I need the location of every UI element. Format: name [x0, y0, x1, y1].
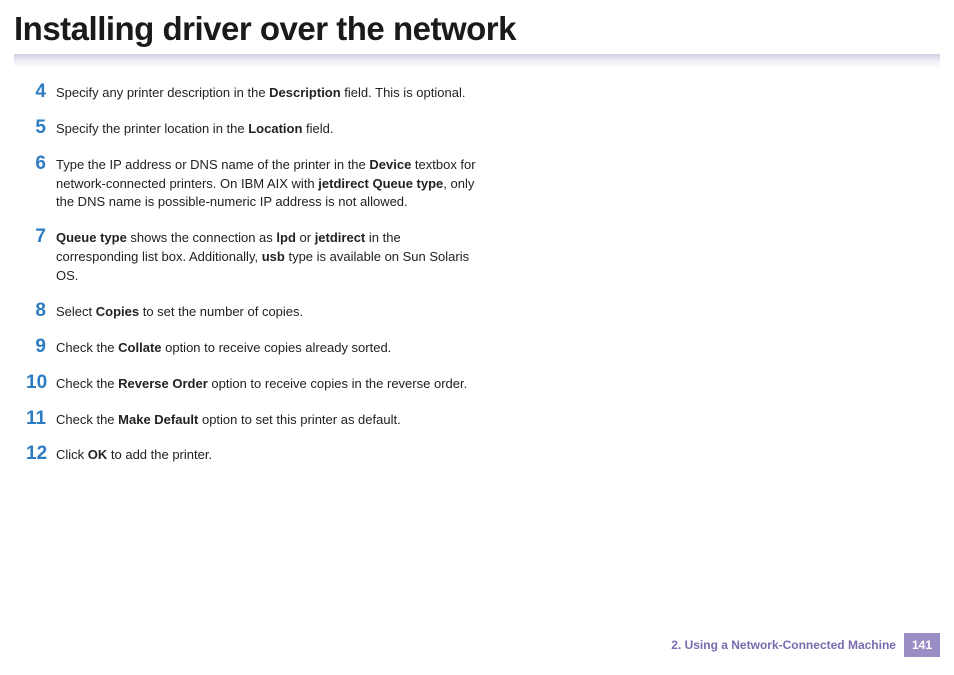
- step-text: Specify the printer location in the Loca…: [56, 118, 486, 139]
- step-text: Queue type shows the connection as lpd o…: [56, 227, 486, 286]
- step-text: Type the IP address or DNS name of the p…: [56, 154, 486, 213]
- step-number: 9: [26, 337, 56, 358]
- page-footer: 2. Using a Network-Connected Machine 141: [671, 633, 940, 657]
- title-underline: [14, 54, 940, 68]
- step-number: 8: [26, 301, 56, 322]
- step-item: 8Select Copies to set the number of copi…: [26, 301, 700, 322]
- steps-list: 4Specify any printer description in the …: [0, 82, 700, 465]
- step-text: Click OK to add the printer.: [56, 444, 486, 465]
- page-title: Installing driver over the network: [0, 0, 954, 54]
- step-text: Specify any printer description in the D…: [56, 82, 486, 103]
- step-item: 11Check the Make Default option to set t…: [26, 409, 700, 430]
- step-item: 10Check the Reverse Order option to rece…: [26, 373, 700, 394]
- step-number: 4: [26, 82, 56, 103]
- step-number: 7: [26, 227, 56, 248]
- step-item: 4Specify any printer description in the …: [26, 82, 700, 103]
- footer-section-label: 2. Using a Network-Connected Machine: [671, 638, 896, 652]
- step-item: 9Check the Collate option to receive cop…: [26, 337, 700, 358]
- step-number: 10: [26, 373, 56, 394]
- step-number: 5: [26, 118, 56, 139]
- step-text: Select Copies to set the number of copie…: [56, 301, 486, 322]
- step-text: Check the Collate option to receive copi…: [56, 337, 486, 358]
- step-text: Check the Reverse Order option to receiv…: [56, 373, 486, 394]
- step-item: 5Specify the printer location in the Loc…: [26, 118, 700, 139]
- page-number: 141: [904, 633, 940, 657]
- step-number: 6: [26, 154, 56, 175]
- step-number: 11: [26, 409, 56, 430]
- step-item: 7Queue type shows the connection as lpd …: [26, 227, 700, 286]
- step-text: Check the Make Default option to set thi…: [56, 409, 486, 430]
- step-number: 12: [26, 444, 56, 465]
- step-item: 6Type the IP address or DNS name of the …: [26, 154, 700, 213]
- step-item: 12Click OK to add the printer.: [26, 444, 700, 465]
